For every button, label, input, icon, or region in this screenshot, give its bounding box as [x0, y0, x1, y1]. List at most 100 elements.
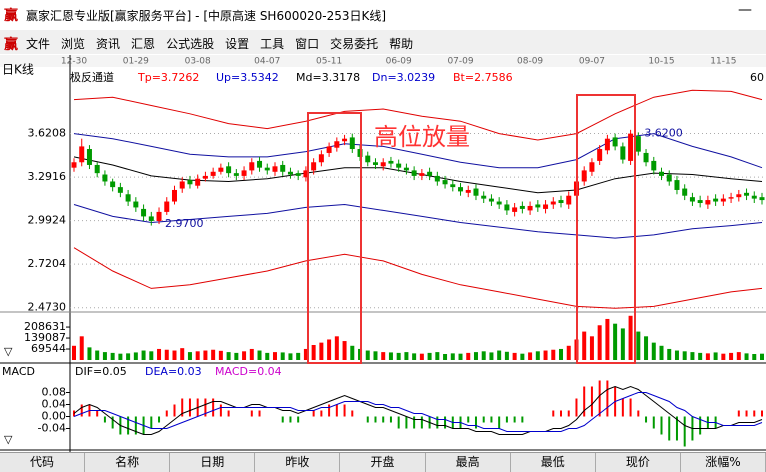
indicator-value: Bt=2.7586	[453, 71, 513, 84]
volume-bar	[682, 351, 687, 360]
volume-bar	[705, 353, 710, 360]
candle-body	[334, 141, 340, 148]
candle-body	[287, 171, 293, 175]
candle-body	[751, 195, 757, 199]
volume-bar	[628, 315, 633, 360]
candle-body	[396, 163, 402, 168]
x-tick-label: 04-07	[254, 57, 280, 67]
volume-bar	[396, 352, 401, 360]
candle-body	[581, 170, 587, 182]
indicator-value: 极反通道	[70, 70, 114, 84]
volume-bar	[466, 352, 471, 360]
candle-body	[628, 133, 634, 161]
volume-bar	[443, 354, 448, 360]
menu-item[interactable]: 公式选股	[166, 37, 215, 51]
quote-header: 代码 名称 日期 昨收 开盘 最高 最低 现价 涨幅%	[0, 452, 766, 472]
candle-body	[442, 180, 448, 185]
volume-bar	[535, 351, 540, 360]
candle-body	[519, 205, 525, 209]
period-title: 日K线	[2, 63, 34, 77]
candle-body	[550, 201, 556, 205]
menu-item[interactable]: 汇恩	[131, 37, 156, 51]
y-tick-label: 0.08	[42, 386, 67, 399]
volume-bar	[319, 342, 324, 360]
candle-body	[318, 154, 324, 163]
volume-bar	[412, 353, 417, 360]
column-header[interactable]: 开盘	[340, 453, 426, 472]
column-header[interactable]: 日期	[170, 453, 256, 472]
volume-bar	[249, 348, 254, 360]
volume-bar	[242, 351, 247, 360]
volume-bar	[280, 352, 285, 360]
menu-item[interactable]: 交易委托	[330, 37, 379, 51]
collapse-button[interactable]: ▽	[4, 345, 13, 358]
candle-body	[728, 197, 734, 199]
menu-item[interactable]: 工具	[260, 37, 285, 51]
candle-body	[527, 205, 533, 211]
volume-bar	[226, 352, 231, 360]
menu-item[interactable]: 窗口	[295, 37, 320, 51]
menu-item[interactable]: 帮助	[389, 37, 414, 51]
candle-body	[697, 200, 703, 204]
menu-bar: 赢 文件 浏览 资讯 汇恩 公式选股 设置 工具 窗口 交易委托 帮助	[0, 30, 766, 54]
volume-bar	[187, 352, 192, 360]
menu-item[interactable]: 设置	[225, 37, 250, 51]
volume-bar	[543, 350, 548, 360]
volume-bar	[388, 352, 393, 360]
volume-bar	[589, 336, 594, 360]
volume-bar	[87, 347, 92, 360]
minimize-button[interactable]: —	[738, 2, 752, 18]
volume-bar	[644, 336, 649, 360]
volume-bar	[729, 352, 734, 360]
candle-body	[488, 198, 494, 202]
x-tick-label: 03-08	[185, 57, 211, 67]
date-row	[0, 55, 766, 67]
callout-text: 高位放量	[374, 123, 470, 151]
volume-bar	[528, 352, 533, 360]
column-header[interactable]: 现价	[596, 453, 681, 472]
menu-item[interactable]: 资讯	[96, 37, 121, 51]
x-tick-label: 07-09	[447, 57, 473, 67]
column-header[interactable]: 最高	[426, 453, 511, 472]
volume-bar	[303, 348, 308, 360]
macd-line	[73, 385, 763, 435]
x-tick-label: 01-29	[123, 57, 149, 67]
candle-body	[86, 149, 92, 165]
menu-item[interactable]: 文件	[26, 37, 51, 51]
volume-bar	[613, 323, 618, 360]
candle-body	[380, 162, 386, 167]
volume-bar	[659, 345, 664, 360]
candle-body	[512, 207, 518, 212]
channel-line	[73, 203, 763, 239]
column-header[interactable]: 代码	[0, 453, 86, 472]
x-tick-label: 05-11	[316, 57, 342, 67]
candle-body	[411, 170, 417, 176]
y-tick-label: 3.2916	[28, 170, 67, 183]
column-header[interactable]: 最低	[511, 453, 596, 472]
legend-entry: DIF=0.05	[75, 365, 127, 378]
x-tick-label: 09-07	[579, 57, 605, 67]
volume-bar	[690, 352, 695, 360]
volume-bar	[713, 352, 718, 360]
volume-bar	[582, 331, 587, 360]
column-header[interactable]: 昨收	[255, 453, 341, 472]
candle-body	[481, 195, 487, 199]
column-header[interactable]: 涨幅%	[681, 453, 766, 472]
column-header[interactable]: 名称	[85, 453, 171, 472]
candle-body	[620, 146, 626, 160]
volume-bar	[203, 350, 208, 360]
candle-body	[110, 181, 116, 188]
candle-body	[156, 211, 162, 221]
candle-body	[643, 152, 649, 163]
legend-entry: MACD=0.04	[215, 365, 282, 378]
menu-item[interactable]: 浏览	[61, 37, 86, 51]
candle-body	[202, 175, 208, 179]
candle-body	[241, 170, 247, 176]
volume-bar	[450, 353, 455, 360]
collapse-button[interactable]: ▽	[4, 433, 13, 446]
candle-body	[326, 146, 332, 153]
macd-line	[73, 392, 763, 432]
candle-body	[388, 160, 394, 164]
y-tick-label: 0.04	[42, 398, 67, 411]
